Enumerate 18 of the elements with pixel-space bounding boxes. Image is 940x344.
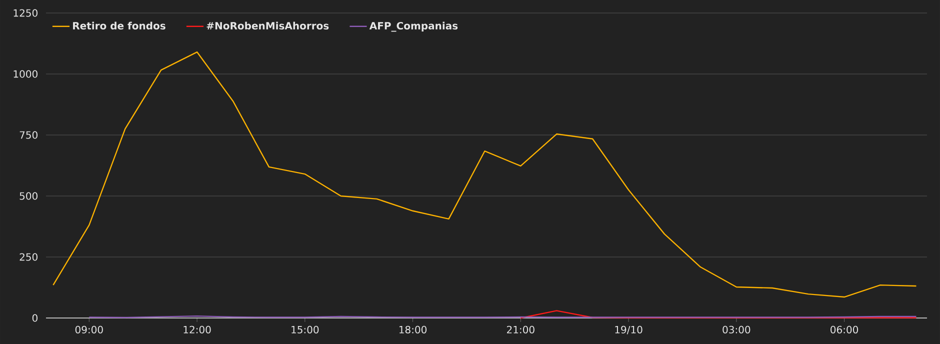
x-tick-label: 19/10	[615, 326, 642, 334]
x-tick-label: 18:00	[399, 326, 427, 334]
y-tick-label: 1000	[14, 70, 38, 78]
legend-label: AFP_Companias	[369, 22, 458, 32]
x-tick-label: 12:00	[184, 326, 211, 334]
y-tick-label: 500	[20, 192, 38, 200]
y-tick-label: 1250	[14, 9, 38, 17]
x-tick-label: 21:00	[506, 326, 534, 334]
x-tick-label: 15:00	[292, 326, 319, 334]
legend-label: Retiro de fondos	[73, 22, 166, 30]
x-tick-label: 06:00	[830, 326, 858, 334]
x-tick-label: 03:00	[722, 326, 750, 334]
x-tick-label: 09:00	[75, 326, 103, 334]
y-tick-label: 250	[20, 253, 38, 261]
line-series	[52, 51, 917, 298]
y-tick-label: 750	[20, 131, 38, 139]
legend-label: #NoRobenMisAhorros	[206, 22, 329, 30]
y-tick-label: 0	[32, 314, 38, 322]
